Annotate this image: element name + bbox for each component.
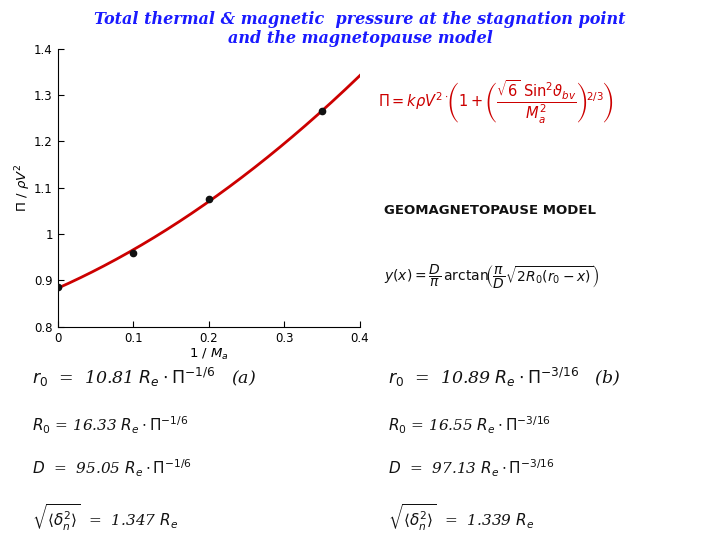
- Text: and the magnetopause model: and the magnetopause model: [228, 30, 492, 46]
- Text: $\Pi = k\rho V^{2\cdot}\!\left(1+\left(\dfrac{\sqrt{6}\ \mathrm{Sin}^2\vartheta_: $\Pi = k\rho V^{2\cdot}\!\left(1+\left(\…: [378, 78, 614, 126]
- Text: $D$  =  97.13 $R_e\cdot\Pi^{-3/16}$: $D$ = 97.13 $R_e\cdot\Pi^{-3/16}$: [388, 457, 554, 479]
- Text: $y(x)=\dfrac{D}{\pi}\,\mathrm{arctan}\!\left(\dfrac{\pi}{D}\sqrt{2R_0(r_0-x)}\ri: $y(x)=\dfrac{D}{\pi}\,\mathrm{arctan}\!\…: [384, 263, 600, 292]
- Text: Total thermal & magnetic  pressure at the stagnation point: Total thermal & magnetic pressure at the…: [94, 11, 626, 28]
- X-axis label: $1\ /\ M_a$: $1\ /\ M_a$: [189, 347, 229, 362]
- Text: $r_0$  =  10.89 $R_e\cdot\Pi^{-3/16}$   (b): $r_0$ = 10.89 $R_e\cdot\Pi^{-3/16}$ (b): [388, 366, 621, 389]
- Text: $D$  =  95.05 $R_e\cdot\Pi^{-1/6}$: $D$ = 95.05 $R_e\cdot\Pi^{-1/6}$: [32, 457, 192, 479]
- Text: $R_0$ = 16.33 $R_e\cdot\Pi^{-1/6}$: $R_0$ = 16.33 $R_e\cdot\Pi^{-1/6}$: [32, 415, 188, 436]
- Text: GEOMAGNETOPAUSE MODEL: GEOMAGNETOPAUSE MODEL: [384, 205, 596, 218]
- Text: $\sqrt{\langle\delta_n^2\rangle}$  =  1.347 $R_e$: $\sqrt{\langle\delta_n^2\rangle}$ = 1.34…: [32, 502, 178, 532]
- Y-axis label: $\Pi\ /\ \rho V^2$: $\Pi\ /\ \rho V^2$: [13, 164, 32, 212]
- Text: $r_0$  =  10.81 $R_e\cdot\Pi^{-1/6}$   (a): $r_0$ = 10.81 $R_e\cdot\Pi^{-1/6}$ (a): [32, 366, 256, 389]
- Text: $\sqrt{\langle\delta_n^2\rangle}$  =  1.339 $R_e$: $\sqrt{\langle\delta_n^2\rangle}$ = 1.33…: [388, 502, 534, 532]
- Text: $R_0$ = 16.55 $R_e\cdot\Pi^{-3/16}$: $R_0$ = 16.55 $R_e\cdot\Pi^{-3/16}$: [388, 415, 551, 436]
